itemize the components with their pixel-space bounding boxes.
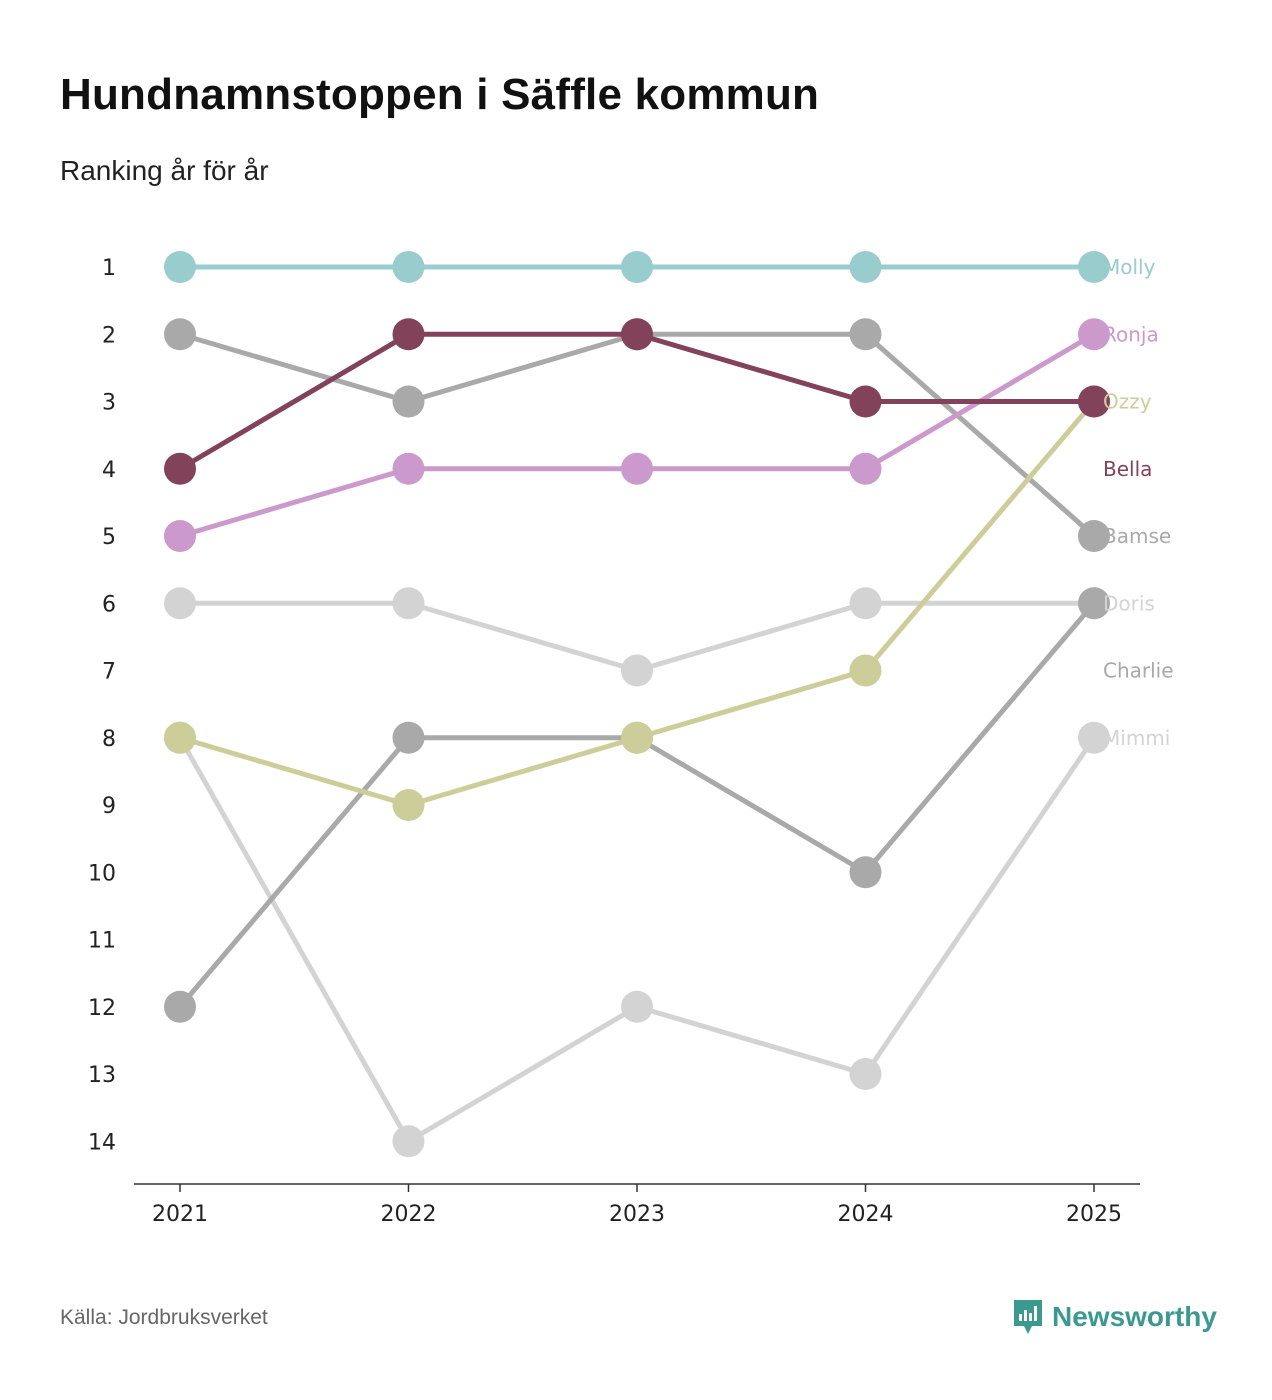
x-tick-label-2024: 2024 bbox=[838, 1202, 894, 1227]
y-tick-label-5: 5 bbox=[102, 525, 116, 550]
point-charlie-2024[interactable] bbox=[849, 856, 882, 889]
point-bella-2022[interactable] bbox=[392, 318, 425, 351]
point-bella-2023[interactable] bbox=[621, 318, 653, 351]
point-mimmi-2024[interactable] bbox=[849, 1058, 882, 1090]
chart-subtitle: Ranking år för år bbox=[60, 155, 269, 186]
point-mimmi-2023[interactable] bbox=[621, 990, 653, 1023]
brand-name: Newsworthy bbox=[1052, 1301, 1217, 1332]
point-ozzy-2021[interactable] bbox=[164, 721, 196, 754]
series-line-bamse bbox=[177, 331, 1097, 539]
x-tick-label-2021: 2021 bbox=[152, 1202, 208, 1227]
y-tick-label-6: 6 bbox=[102, 592, 116, 617]
point-bamse-2025[interactable] bbox=[1078, 520, 1110, 552]
x-tick-label-2022: 2022 bbox=[381, 1202, 437, 1227]
source-note: Källa: Jordbruksverket bbox=[60, 1306, 268, 1329]
series-molly[interactable] bbox=[164, 251, 1110, 283]
y-tick-label-4: 4 bbox=[102, 458, 116, 483]
point-bella-2024[interactable] bbox=[849, 385, 882, 418]
point-bamse-2022[interactable] bbox=[392, 385, 425, 418]
end-label-bella: Bella bbox=[1103, 457, 1152, 481]
y-tick-label-3: 3 bbox=[102, 391, 116, 416]
point-molly-2023[interactable] bbox=[621, 251, 653, 283]
series-line-mimmi bbox=[177, 735, 1097, 1144]
end-label-doris: Doris bbox=[1103, 591, 1155, 615]
y-tick-label-7: 7 bbox=[102, 660, 116, 685]
point-ronja-2021[interactable] bbox=[164, 520, 196, 552]
series-bamse[interactable] bbox=[164, 318, 1110, 552]
series-doris[interactable] bbox=[164, 587, 1110, 687]
series-mimmi[interactable] bbox=[164, 721, 1110, 1158]
end-label-bamse: Bamse bbox=[1103, 524, 1171, 548]
end-label-molly: Molly bbox=[1103, 255, 1156, 279]
newsworthy-icon bbox=[1014, 1300, 1042, 1334]
point-ozzy-2022[interactable] bbox=[392, 789, 425, 821]
series-bella[interactable] bbox=[164, 318, 1110, 485]
y-tick-label-14: 14 bbox=[88, 1130, 116, 1155]
point-molly-2022[interactable] bbox=[392, 251, 425, 283]
point-bella-2025[interactable] bbox=[1078, 385, 1110, 418]
point-doris-2023[interactable] bbox=[621, 654, 653, 687]
point-molly-2025[interactable] bbox=[1078, 251, 1110, 283]
end-label-ozzy: Ozzy bbox=[1103, 390, 1152, 414]
point-ozzy-2024[interactable] bbox=[849, 654, 882, 687]
x-tick-label-2023: 2023 bbox=[609, 1202, 665, 1227]
y-tick-label-11: 11 bbox=[88, 929, 116, 954]
series-line-ronja bbox=[177, 331, 1097, 539]
end-label-charlie: Charlie bbox=[1103, 659, 1174, 683]
y-tick-label-1: 1 bbox=[102, 256, 116, 281]
point-charlie-2025[interactable] bbox=[1078, 587, 1110, 620]
end-labels: Molly Ronja Ozzy Bella Bamse Doris Charlie Mimm… bbox=[1103, 255, 1174, 750]
y-tick-label-13: 13 bbox=[88, 1063, 116, 1088]
end-label-mimmi: Mimmi bbox=[1103, 726, 1170, 750]
point-doris-2022[interactable] bbox=[392, 587, 425, 620]
point-bamse-2021[interactable] bbox=[164, 318, 196, 351]
x-axis: 2021 2022 2023 2024 2025 bbox=[134, 1183, 1140, 1227]
point-ronja-2023[interactable] bbox=[621, 452, 653, 485]
series-ronja[interactable] bbox=[164, 318, 1110, 552]
x-tick-label-2025: 2025 bbox=[1066, 1202, 1122, 1227]
point-mimmi-2022[interactable] bbox=[392, 1125, 425, 1158]
point-doris-2021[interactable] bbox=[164, 587, 196, 620]
y-tick-label-2: 2 bbox=[102, 323, 116, 348]
series-line-bella bbox=[177, 331, 1097, 472]
point-bella-2021[interactable] bbox=[164, 452, 196, 485]
point-ronja-2024[interactable] bbox=[849, 452, 882, 485]
point-charlie-2022[interactable] bbox=[392, 721, 425, 754]
point-mimmi-2025[interactable] bbox=[1078, 721, 1110, 754]
point-ozzy-2023[interactable] bbox=[621, 721, 653, 754]
chart-title: Hundnamnstoppen i Säffle kommun bbox=[60, 70, 820, 119]
y-tick-label-9: 9 bbox=[102, 794, 116, 819]
end-label-ronja: Ronja bbox=[1103, 322, 1159, 346]
y-tick-label-12: 12 bbox=[88, 996, 116, 1021]
y-tick-label-8: 8 bbox=[102, 727, 116, 752]
point-molly-2021[interactable] bbox=[164, 251, 196, 283]
point-charlie-2021[interactable] bbox=[164, 990, 196, 1023]
newsworthy-logo[interactable]: Newsworthy bbox=[1012, 1298, 1217, 1336]
point-doris-2024[interactable] bbox=[849, 587, 882, 620]
point-molly-2024[interactable] bbox=[849, 251, 882, 283]
y-tick-label-10: 10 bbox=[88, 861, 116, 886]
point-bamse-2024[interactable] bbox=[849, 318, 882, 351]
point-ronja-2022[interactable] bbox=[392, 452, 425, 485]
point-ronja-2025[interactable] bbox=[1078, 318, 1110, 351]
series-layer bbox=[164, 251, 1110, 1158]
